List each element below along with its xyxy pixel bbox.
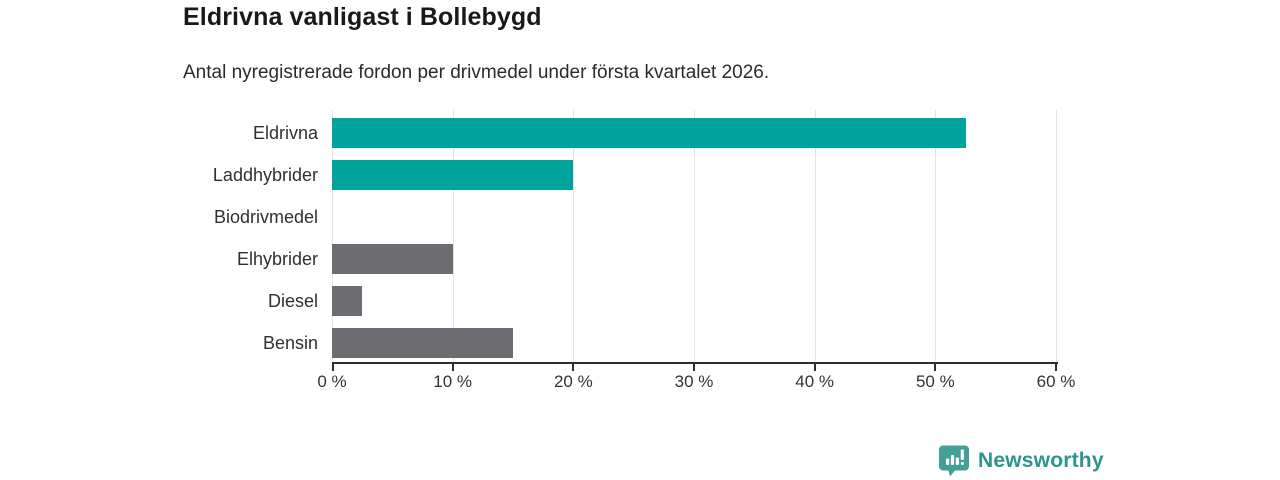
category-label: Laddhybrider (212, 165, 318, 185)
x-axis-tick (813, 364, 816, 371)
x-axis-tick-label: 50 % (915, 372, 955, 391)
x-axis-tick (572, 364, 575, 371)
bar-elhybrider (332, 244, 453, 274)
x-axis-line (332, 362, 1058, 364)
category-label: Bensin (262, 333, 318, 353)
chart-title: Eldrivna vanligast i Bollebygd (183, 3, 542, 31)
bar-laddhybrider (332, 160, 574, 190)
bar-bensin (332, 328, 513, 358)
bar-eldrivna (332, 118, 966, 148)
category-label: Eldrivna (252, 123, 318, 143)
x-axis-tick-label: 30 % (674, 372, 714, 391)
newsworthy-brand-link[interactable]: Newsworthy (938, 444, 1104, 477)
x-axis-tick (451, 364, 454, 371)
category-label: Diesel (267, 291, 318, 311)
gridline (694, 110, 695, 362)
chart-subtitle: Antal nyregistrerade fordon per drivmede… (183, 62, 770, 83)
gridline (452, 110, 454, 362)
gridline (814, 110, 816, 362)
x-axis-tick (1055, 364, 1057, 371)
gridline (1056, 110, 1057, 362)
x-axis-tick-label: 10 % (433, 372, 473, 391)
newsworthy-logo-icon (938, 444, 970, 477)
x-axis-tick (934, 364, 937, 371)
category-label: Biodrivmedel (213, 207, 318, 227)
gridline (573, 110, 575, 362)
x-axis-tick-label: 60 % (1036, 372, 1076, 391)
category-label: Elhybrider (236, 249, 318, 269)
gridline (935, 110, 937, 362)
x-axis-tick (332, 364, 334, 371)
gridline (332, 110, 333, 362)
x-axis-tick-label: 0 % (317, 372, 347, 391)
brand-name: Newsworthy (978, 448, 1104, 472)
bar-diesel (332, 286, 363, 316)
x-axis-tick (693, 364, 695, 371)
x-axis-tick-label: 20 % (553, 372, 593, 391)
x-axis-tick-label: 40 % (795, 372, 835, 391)
